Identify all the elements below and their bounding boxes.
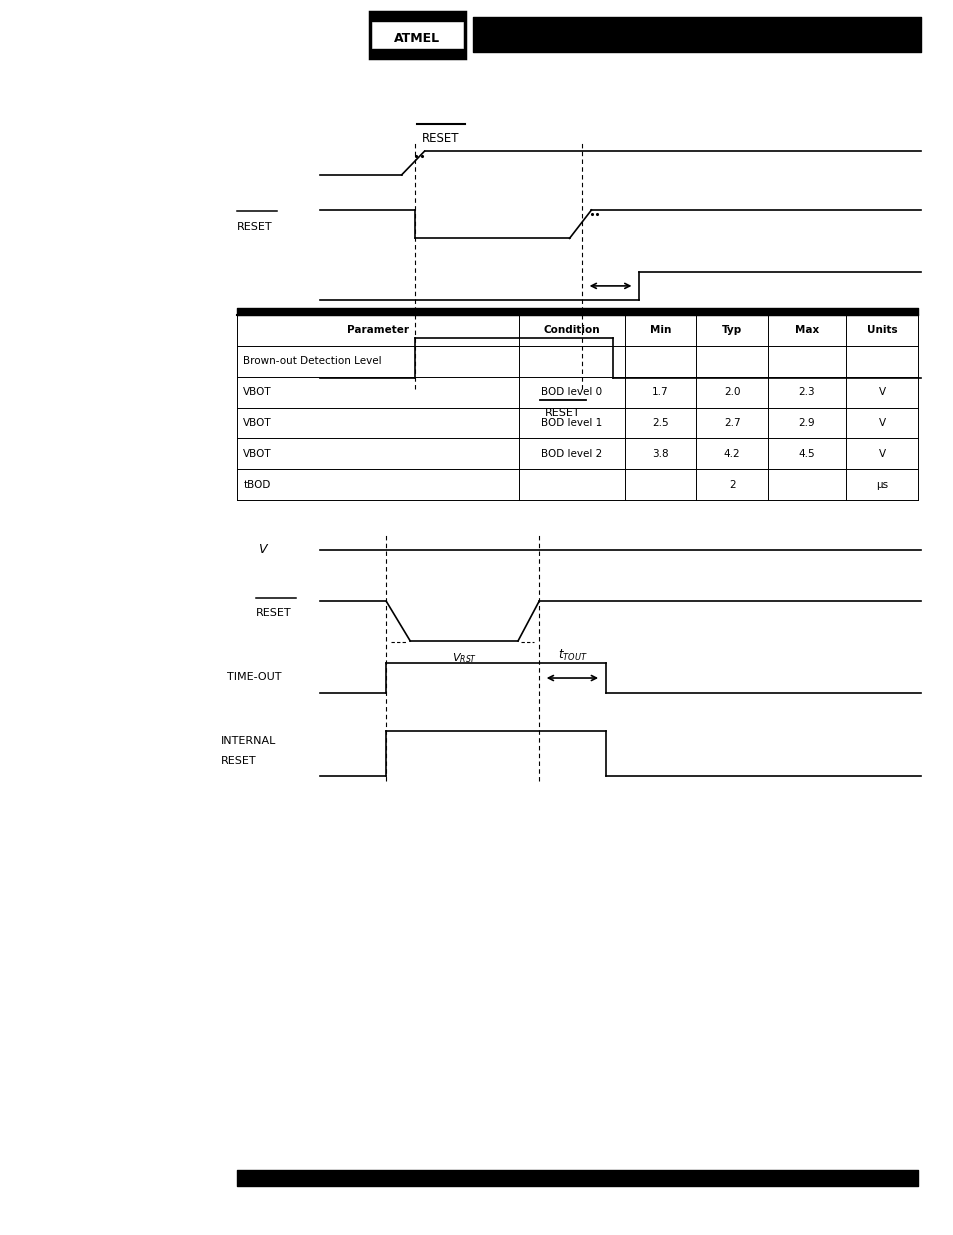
Text: $V_{RST}$: $V_{RST}$ — [451, 651, 476, 664]
Text: 4.5: 4.5 — [798, 448, 815, 459]
Text: 3.8: 3.8 — [652, 448, 668, 459]
Text: RESET: RESET — [221, 756, 256, 766]
Text: BOD level 1: BOD level 1 — [541, 417, 602, 429]
Text: Brown-out Detection Level: Brown-out Detection Level — [243, 356, 381, 367]
Text: V: V — [878, 387, 884, 398]
Text: Condition: Condition — [543, 325, 599, 336]
Text: RESET: RESET — [255, 608, 291, 618]
Text: 2.7: 2.7 — [723, 417, 740, 429]
Text: V: V — [878, 417, 884, 429]
Text: Units: Units — [865, 325, 897, 336]
Text: $t_{TOUT}$: $t_{TOUT}$ — [557, 648, 587, 663]
Text: BOD level 2: BOD level 2 — [541, 448, 602, 459]
Text: Min: Min — [649, 325, 671, 336]
Text: RESET: RESET — [421, 132, 459, 146]
Text: Parameter: Parameter — [347, 325, 409, 336]
Text: VBOT: VBOT — [243, 387, 272, 398]
Text: tBOD: tBOD — [243, 479, 271, 490]
Text: 2.3: 2.3 — [798, 387, 815, 398]
Text: V: V — [257, 543, 266, 556]
Text: V: V — [878, 448, 884, 459]
Text: 1.7: 1.7 — [652, 387, 668, 398]
Text: Typ: Typ — [721, 325, 741, 336]
Text: ATMEL: ATMEL — [394, 32, 439, 44]
Text: 2: 2 — [728, 479, 735, 490]
Text: 2.9: 2.9 — [798, 417, 815, 429]
Text: 2.0: 2.0 — [723, 387, 740, 398]
Text: INTERNAL: INTERNAL — [221, 736, 276, 746]
Text: VBOT: VBOT — [243, 417, 272, 429]
Text: 2.5: 2.5 — [652, 417, 668, 429]
Text: VBOT: VBOT — [243, 448, 272, 459]
FancyBboxPatch shape — [370, 12, 464, 58]
Text: TIME-OUT: TIME-OUT — [227, 672, 281, 682]
Text: Max: Max — [794, 325, 819, 336]
Text: 4.2: 4.2 — [723, 448, 740, 459]
Text: RESET: RESET — [544, 408, 580, 417]
Text: BOD level 0: BOD level 0 — [541, 387, 602, 398]
Text: μs: μs — [875, 479, 887, 490]
Text: RESET: RESET — [236, 222, 272, 232]
